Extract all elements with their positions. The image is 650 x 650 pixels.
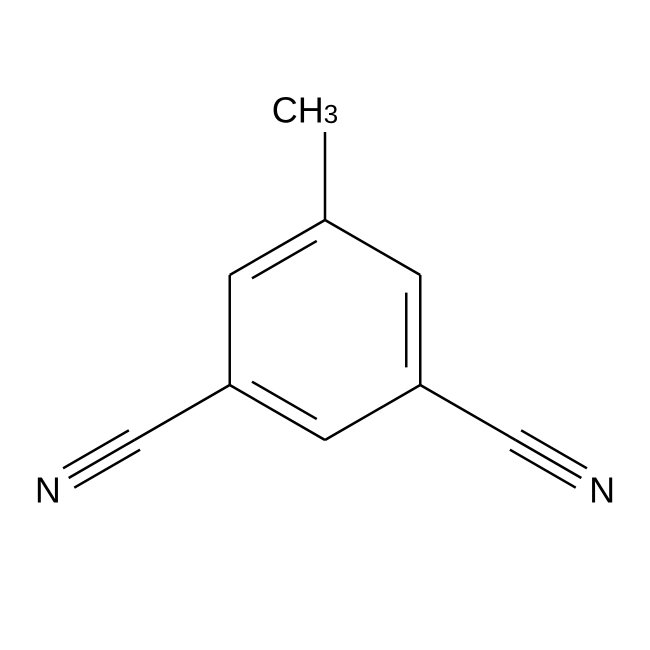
atom-label-nL: N	[35, 470, 61, 511]
atom-label-ch3: CH3	[272, 90, 338, 131]
molecule-diagram: CH3 N N	[0, 0, 650, 650]
atom-label-nR: N	[589, 470, 615, 511]
